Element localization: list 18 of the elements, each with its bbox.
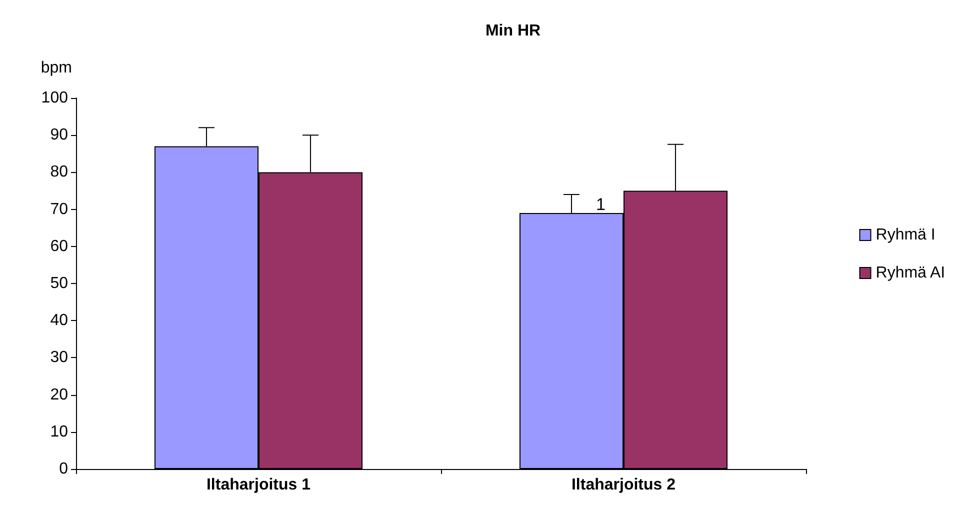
annotation: 1 xyxy=(596,195,606,214)
chart-title: Min HR xyxy=(485,22,541,40)
legend-label: Ryhmä I xyxy=(876,226,936,244)
y-tick-label: 100 xyxy=(41,90,68,106)
y-tick-label: 90 xyxy=(50,126,68,144)
legend-label: Ryhmä AI xyxy=(876,264,946,282)
y-tick-label: 30 xyxy=(50,349,68,366)
y-tick-label: 60 xyxy=(50,238,68,255)
x-tick-label: Iltaharjoitus 2 xyxy=(571,476,676,494)
y-tick-label: 10 xyxy=(50,423,68,440)
y-tick-label: 80 xyxy=(50,164,68,181)
y-tick-label: 0 xyxy=(59,460,68,478)
y-tick-label: 70 xyxy=(50,200,68,218)
y-tick-label: 50 xyxy=(50,275,68,292)
y-axis-title: bpm xyxy=(40,60,72,76)
x-tick-label: Iltaharjoitus 1 xyxy=(206,476,311,494)
y-tick-label: 20 xyxy=(50,386,68,404)
y-tick-label: 40 xyxy=(50,312,68,330)
